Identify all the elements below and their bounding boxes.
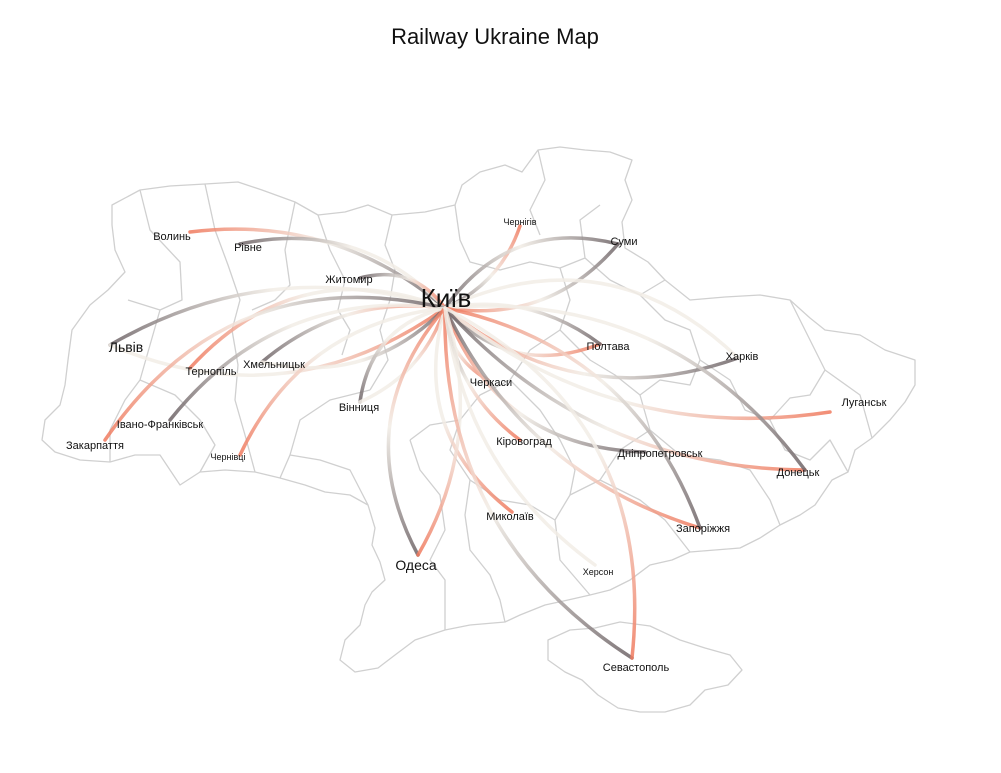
- city-label: Тернопіль: [185, 366, 236, 378]
- oblast-boundary: [409, 439, 446, 630]
- oblast-boundary: [204, 183, 241, 331]
- city-label: Рівне: [234, 242, 262, 254]
- city-label: Волинь: [153, 231, 191, 243]
- route-arc: [386, 306, 447, 557]
- route-arc: [443, 306, 702, 530]
- city-label: Черкаси: [470, 377, 512, 389]
- city-label: Харків: [726, 351, 759, 363]
- city-label: Чернівці: [211, 452, 246, 462]
- route-arc: [443, 306, 647, 454]
- oblast-boundary: [559, 267, 701, 396]
- city-label: Вінниця: [339, 402, 379, 414]
- oblast-boundary: [454, 204, 601, 271]
- route-arc: [103, 295, 447, 442]
- city-label: Київ: [421, 283, 472, 313]
- oblast-boundary: [139, 379, 216, 473]
- route-arc: [416, 306, 463, 557]
- city-label: Донецьк: [777, 467, 820, 479]
- city-label: Чернігів: [503, 217, 536, 227]
- route-arc: [443, 242, 620, 313]
- map-title: Railway Ukraine Map: [391, 24, 599, 49]
- oblast-boundary: [289, 454, 369, 506]
- route-arc: [108, 306, 447, 377]
- route-arc: [443, 236, 620, 310]
- city-labels: Київ Волинь Рівне Житомир Чернігів Суми Львів Т…: [66, 217, 887, 674]
- route-arc: [443, 306, 597, 567]
- city-label: Житомир: [325, 274, 372, 286]
- route-arc: [443, 278, 740, 360]
- crimea-border: [547, 621, 743, 713]
- route-arc: [168, 303, 447, 422]
- route-arc: [443, 306, 637, 660]
- oblast-boundary: [369, 214, 396, 391]
- route-arcs: [103, 224, 832, 660]
- city-label: Запоріжжя: [676, 523, 730, 535]
- city-label: Івано-Франківськ: [117, 419, 204, 431]
- oblast-boundary: [127, 189, 183, 311]
- oblast-boundary: [231, 329, 256, 473]
- country-border: [41, 146, 916, 673]
- city-label: Дніпропетровськ: [618, 448, 703, 460]
- city-label: Полтава: [586, 341, 630, 353]
- oblast-boundary: [279, 389, 371, 479]
- city-label: Суми: [610, 236, 637, 248]
- route-arc: [260, 306, 447, 370]
- oblast-boundary: [599, 429, 691, 553]
- city-label: Закарпаття: [66, 440, 124, 452]
- route-arc: [358, 272, 447, 310]
- route-arc: [358, 306, 447, 404]
- oblast-boundary: [464, 479, 506, 623]
- city-label: Одеса: [395, 557, 437, 573]
- city-label: Миколаїв: [486, 511, 534, 523]
- city-label: Кіровоград: [496, 436, 552, 448]
- city-label: Севастополь: [603, 662, 670, 674]
- oblast-boundary: [251, 201, 296, 311]
- oblast-boundary: [509, 379, 576, 496]
- route-arc: [443, 304, 807, 472]
- city-label: Хмельницьк: [243, 359, 305, 371]
- oblast-boundary: [529, 149, 546, 236]
- route-arc: [443, 306, 702, 530]
- route-arc: [238, 306, 447, 457]
- city-label: Херсон: [583, 567, 614, 577]
- route-arc: [188, 287, 447, 370]
- oblast-boundary: [409, 329, 561, 441]
- route-arc: [443, 306, 807, 472]
- oblast-boundary: [699, 299, 826, 421]
- city-label: Львів: [109, 339, 143, 355]
- city-label: Луганськ: [842, 397, 887, 409]
- route-arc: [433, 306, 514, 514]
- oblast-boundary: [824, 369, 873, 439]
- route-arc: [443, 306, 634, 660]
- oblast-boundary: [769, 419, 849, 473]
